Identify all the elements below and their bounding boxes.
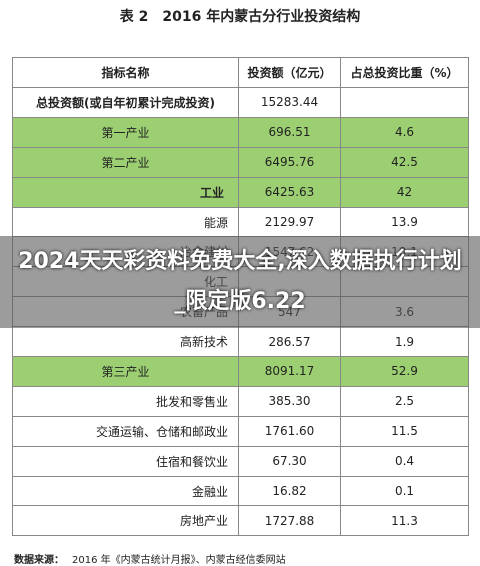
table-cell: 工业	[12, 176, 239, 208]
source: 数据来源： 2016 年《内蒙古统计月报》、内蒙古经信委网站	[14, 551, 286, 566]
source-label: 数据来源：	[14, 555, 64, 566]
table-cell: 总投资额(或自年初累计完成投资)	[12, 87, 239, 118]
table-cell: 房地产业	[12, 505, 239, 537]
table-row: 第一产业 696.51 4.6	[12, 116, 469, 148]
table-cell: 金融业	[12, 475, 239, 507]
table-row: 高新技术 286.57 1.9	[12, 326, 469, 358]
table-cell: 住宿和餐饮业	[12, 445, 239, 477]
table-row: 工业 6425.63 42	[12, 176, 469, 208]
table-cell: 42	[340, 176, 469, 208]
table-cell: 2129.97	[238, 206, 341, 238]
header-cell: 指标名称	[12, 57, 239, 88]
table-cell: 696.51	[238, 116, 341, 148]
table-cell: 6425.63	[238, 176, 341, 208]
table-cell: 52.9	[340, 356, 469, 387]
table-cell	[340, 87, 469, 118]
table-row: 第三产业 8091.17 52.9	[12, 356, 469, 387]
table-cell: 高新技术	[12, 326, 239, 358]
table-row: 批发和零售业 385.30 2.5	[12, 385, 469, 417]
table-cell: 第三产业	[12, 356, 239, 387]
table-row: 能源 2129.97 13.9	[12, 206, 469, 238]
table-cell: 385.30	[238, 385, 341, 417]
table-cell: 交通运输、仓储和邮政业	[12, 415, 239, 447]
table-cell: 批发和零售业	[12, 385, 239, 417]
table-row: 住宿和餐饮业 67.30 0.4	[12, 445, 469, 477]
table-cell: 11.3	[340, 505, 469, 537]
table-cell: 1727.88	[238, 505, 341, 537]
table-cell: 11.5	[340, 415, 469, 447]
table-cell: 0.1	[340, 475, 469, 507]
table-cell: 第二产业	[12, 146, 239, 178]
source-text: 2016 年《内蒙古统计月报》、内蒙古经信委网站	[72, 555, 286, 566]
table-row: 交通运输、仓储和邮政业 1761.60 11.5	[12, 415, 469, 447]
table-cell: 1.9	[340, 326, 469, 358]
header-cell: 投资额（亿元）	[238, 57, 341, 88]
title: 表 2 2016 年内蒙古分行业投资结构	[119, 9, 361, 25]
table-row: 金融业 16.82 0.1	[12, 475, 469, 507]
table-cell: 2.5	[340, 385, 469, 417]
table-cell: 13.9	[340, 206, 469, 238]
table-cell: 0.4	[340, 445, 469, 477]
header-cell: 占总投资比重（%）	[340, 57, 469, 88]
table-cell: 15283.44	[238, 87, 341, 118]
table-row: 房地产业 1727.88 11.3	[12, 505, 469, 537]
header-row: 指标名称 投资额（亿元） 占总投资比重（%）	[12, 57, 469, 88]
banner: 2024天天彩资料免费大全,深入数据执行计划_限定版6.22	[0, 236, 480, 328]
table-cell: 8091.17	[238, 356, 341, 387]
table-cell: 16.82	[238, 475, 341, 507]
table-cell: 第一产业	[12, 116, 239, 148]
table-cell: 42.5	[340, 146, 469, 178]
table-cell: 286.57	[238, 326, 341, 358]
table-cell: 4.6	[340, 116, 469, 148]
table-cell: 1761.60	[238, 415, 341, 447]
table-cell: 6495.76	[238, 146, 341, 178]
table-row: 第二产业 6495.76 42.5	[12, 146, 469, 178]
table-cell: 67.30	[238, 445, 341, 477]
table-cell: 能源	[12, 206, 239, 238]
table-row: 总投资额(或自年初累计完成投资) 15283.44	[12, 87, 469, 118]
